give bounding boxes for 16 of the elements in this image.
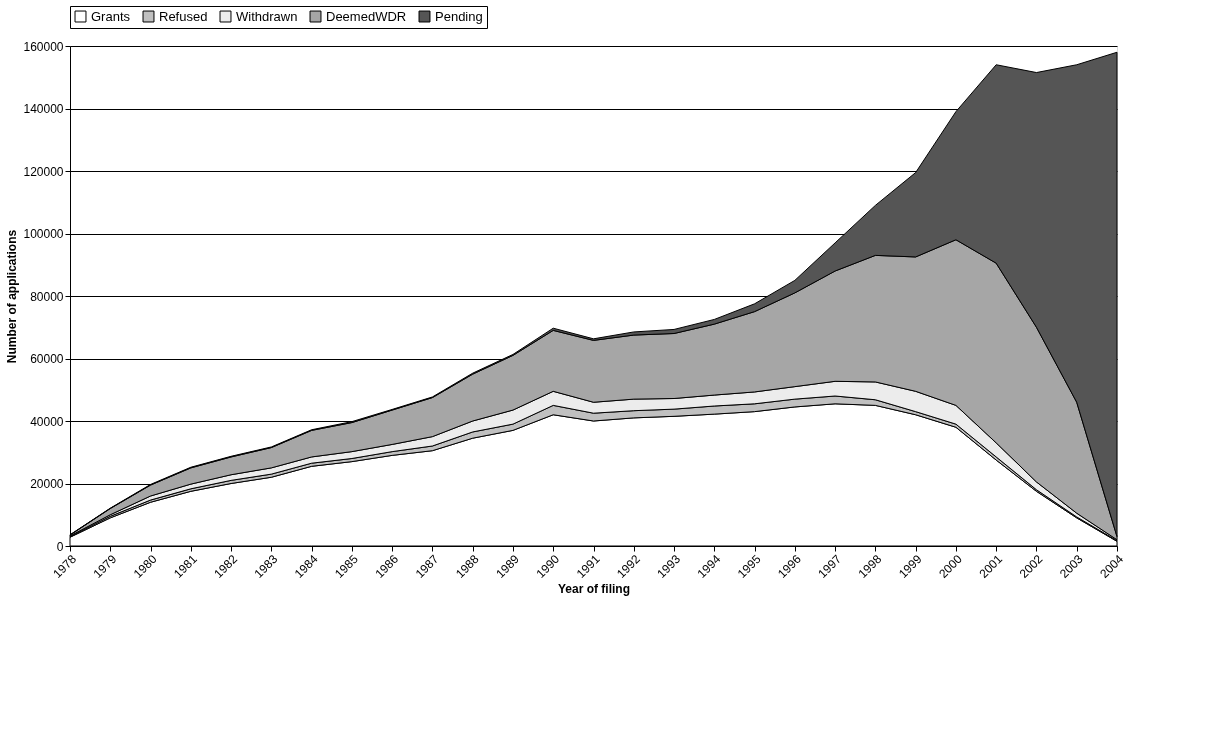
legend-label: Refused [159,8,208,24]
y-tick-label: 120000 [23,164,64,179]
y-tick-label: 0 [56,539,64,554]
legend-label: Grants [91,8,131,24]
y-tick-label: 20000 [30,477,64,491]
y-tick-label: 160000 [23,39,64,54]
x-axis-title: Year of filing [557,582,631,597]
y-tick-label: 140000 [23,102,64,116]
y-tick-label: 80000 [30,289,64,304]
y-tick-label: 60000 [30,352,64,366]
y-tick-label: 40000 [30,414,64,429]
y-axis-title: Number of applications [5,229,20,364]
legend-label: DeemedWDR [326,8,407,24]
legend-label: Pending [435,8,483,24]
y-tick-label: 100000 [23,227,64,241]
legend-label: Withdrawn [236,8,298,24]
